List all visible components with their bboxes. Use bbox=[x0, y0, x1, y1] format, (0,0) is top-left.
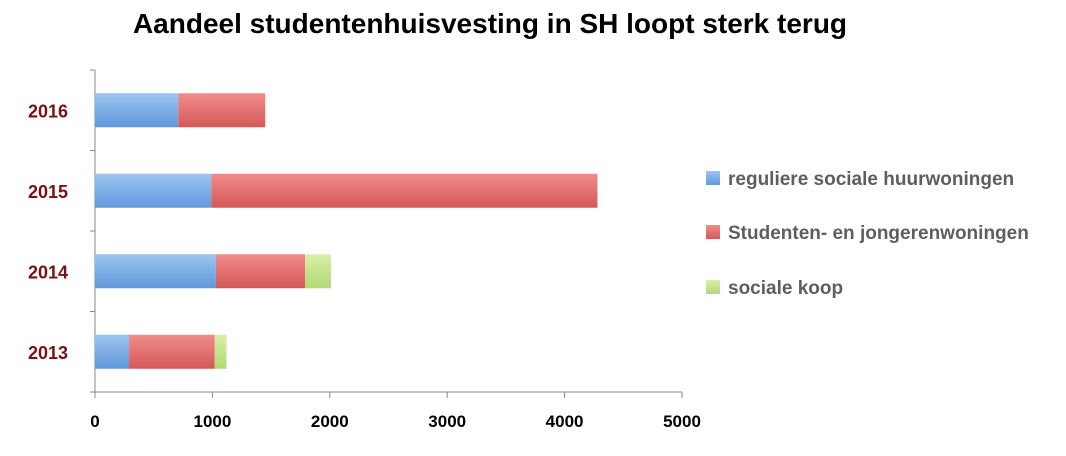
legend-swatch bbox=[706, 280, 720, 294]
x-tick-label: 2000 bbox=[311, 412, 349, 431]
x-tick-label: 5000 bbox=[663, 412, 701, 431]
chart-title: Aandeel studentenhuisvesting in SH loopt… bbox=[132, 8, 848, 39]
bar-segment bbox=[95, 334, 130, 369]
legend-swatch bbox=[706, 225, 720, 239]
y-tick-label: 2013 bbox=[28, 343, 68, 363]
x-tick-label: 4000 bbox=[546, 412, 584, 431]
legend-swatch bbox=[706, 171, 720, 185]
legend-label: Studenten- en jongerenwoningen bbox=[728, 223, 1029, 244]
y-tick-label: 2015 bbox=[28, 182, 68, 202]
y-tick-label: 2014 bbox=[28, 262, 68, 282]
legend-label: sociale koop bbox=[728, 278, 843, 299]
x-tick-label: 3000 bbox=[428, 412, 466, 431]
bar-segment bbox=[305, 254, 331, 289]
bar-segment bbox=[214, 334, 227, 369]
bar-segment bbox=[215, 254, 306, 289]
bar-segment bbox=[129, 334, 215, 369]
bar-segment bbox=[95, 93, 179, 128]
x-tick-label: 1000 bbox=[193, 412, 231, 431]
legend: reguliere sociale huurwoningen Studenten-… bbox=[706, 169, 1029, 299]
bar-segment bbox=[178, 93, 266, 128]
bar-segment bbox=[211, 173, 598, 208]
x-tick-label: 0 bbox=[90, 412, 99, 431]
plot-area: 0 1000 2000 3000 4000 5000 2013 2014 2015 2016 bbox=[28, 69, 701, 431]
legend-label: reguliere sociale huurwoningen bbox=[728, 169, 1014, 190]
bar-segment bbox=[95, 254, 216, 289]
y-tick-label: 2016 bbox=[28, 101, 68, 121]
bar-segment bbox=[95, 173, 212, 208]
